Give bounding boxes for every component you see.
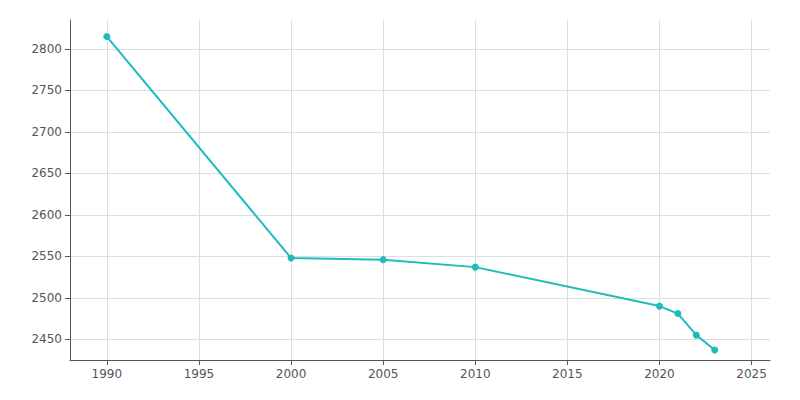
svg-text:1990: 1990 — [92, 367, 123, 381]
svg-text:2000: 2000 — [276, 367, 307, 381]
svg-text:1995: 1995 — [184, 367, 215, 381]
svg-text:2010: 2010 — [460, 367, 491, 381]
svg-text:2800: 2800 — [31, 42, 62, 56]
svg-text:2600: 2600 — [31, 208, 62, 222]
svg-text:2025: 2025 — [736, 367, 767, 381]
svg-text:2700: 2700 — [31, 125, 62, 139]
svg-text:2750: 2750 — [31, 83, 62, 97]
svg-text:2020: 2020 — [644, 367, 675, 381]
svg-text:2550: 2550 — [31, 249, 62, 263]
svg-text:2005: 2005 — [368, 367, 399, 381]
svg-text:2650: 2650 — [31, 166, 62, 180]
svg-text:2500: 2500 — [31, 291, 62, 305]
svg-text:2015: 2015 — [552, 367, 583, 381]
svg-text:2450: 2450 — [31, 332, 62, 346]
